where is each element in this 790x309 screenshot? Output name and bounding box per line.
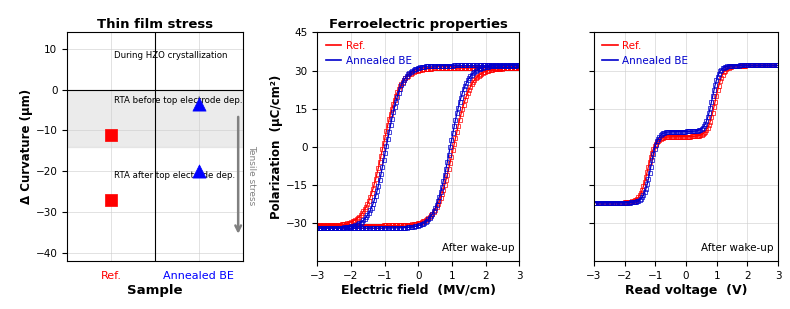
- Title: Ferroelectric properties: Ferroelectric properties: [329, 18, 508, 31]
- Point: [105, 197, 118, 202]
- Y-axis label: Polarization  (μC/cm²): Polarization (μC/cm²): [270, 75, 283, 219]
- Legend: Ref., Annealed BE: Ref., Annealed BE: [599, 38, 691, 69]
- Y-axis label: Δ Curvature (μm): Δ Curvature (μm): [20, 89, 32, 204]
- Text: After wake-up: After wake-up: [442, 243, 514, 253]
- Text: RTA after top electrode dep.: RTA after top electrode dep.: [114, 171, 235, 180]
- X-axis label: Read voltage  (V): Read voltage (V): [625, 284, 747, 297]
- X-axis label: Electric field  (MV/cm): Electric field (MV/cm): [340, 284, 496, 297]
- Point: [105, 132, 118, 137]
- Legend: Ref., Annealed BE: Ref., Annealed BE: [322, 38, 415, 69]
- Text: RTA before top electrode dep.: RTA before top electrode dep.: [114, 96, 242, 105]
- Point: [193, 101, 205, 106]
- Title: Thin film stress: Thin film stress: [97, 18, 213, 31]
- X-axis label: Sample: Sample: [127, 284, 182, 297]
- Text: After wake-up: After wake-up: [701, 243, 773, 253]
- Text: Tensile stress: Tensile stress: [247, 145, 256, 205]
- Point: [193, 169, 205, 174]
- Bar: [67, 90, 243, 147]
- Text: During HZO crystallization: During HZO crystallization: [114, 51, 228, 60]
